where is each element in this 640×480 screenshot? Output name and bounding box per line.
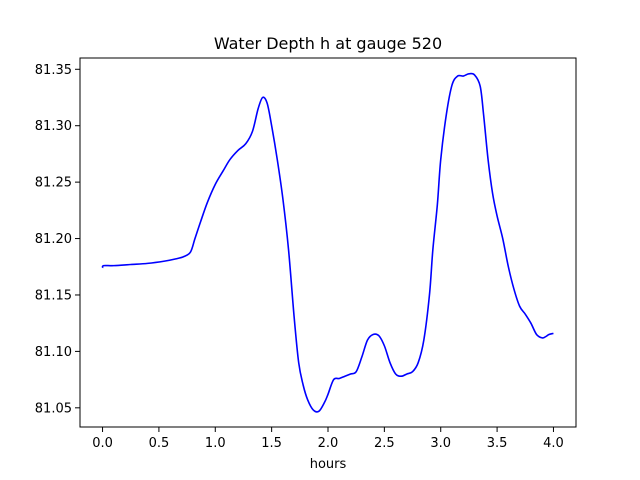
y-axis: 81.05 81.10 81.15 81.20 81.25 81.30 81.35 (35, 63, 80, 416)
x-tick-label: 0.0 (92, 436, 113, 451)
x-tick-label: 1.0 (205, 436, 226, 451)
y-tick-label: 81.35 (35, 63, 72, 78)
x-axis-label: hours (310, 457, 347, 472)
x-tick-label: 1.5 (261, 436, 282, 451)
y-tick-label: 81.30 (35, 119, 72, 134)
x-tick-label: 2.0 (318, 436, 339, 451)
x-axis: 0.0 0.5 1.0 1.5 2.0 2.5 3.0 3.5 4.0 (92, 427, 564, 451)
x-tick-label: 3.5 (487, 436, 508, 451)
y-tick-label: 81.05 (35, 401, 72, 416)
y-tick-label: 81.20 (35, 232, 72, 247)
water-depth-line (101, 72, 554, 413)
y-tick-label: 81.10 (35, 345, 72, 360)
y-tick-label: 81.25 (35, 176, 72, 191)
series-layer (101, 72, 554, 413)
x-tick-label: 4.0 (543, 436, 564, 451)
y-tick-label: 81.15 (35, 288, 72, 303)
x-tick-label: 0.5 (149, 436, 170, 451)
chart-title: Water Depth h at gauge 520 (214, 34, 442, 53)
x-tick-label: 2.5 (374, 436, 395, 451)
x-tick-label: 3.0 (430, 436, 451, 451)
